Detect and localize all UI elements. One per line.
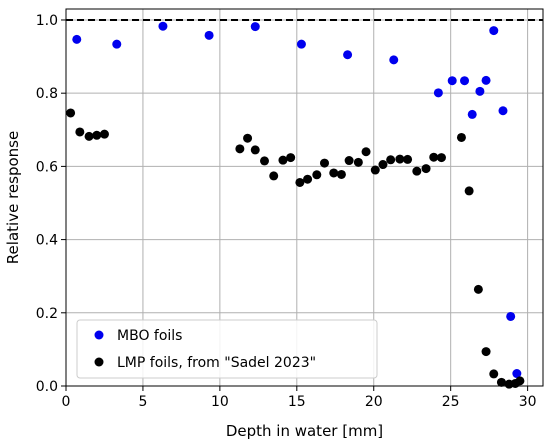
legend-box bbox=[76, 319, 378, 379]
x-tick-label: 15 bbox=[288, 394, 306, 410]
lmp-data-point bbox=[378, 160, 388, 170]
lmp-data-point bbox=[473, 284, 483, 294]
y-tick-label: 0.2 bbox=[36, 306, 58, 322]
lmp-data-point bbox=[286, 153, 296, 163]
y-tick-label: 1.0 bbox=[36, 13, 58, 29]
lmp-data-point bbox=[312, 170, 322, 180]
x-tick-label: 0 bbox=[62, 394, 71, 410]
legend-marker-mbo bbox=[94, 330, 104, 340]
lmp-data-point bbox=[243, 133, 253, 143]
lmp-data-point bbox=[456, 132, 466, 142]
mbo-data-point bbox=[498, 106, 508, 116]
x-tick-label: 5 bbox=[138, 394, 147, 410]
x-tick-label: 10 bbox=[211, 394, 229, 410]
legend-label-mbo: MBO foils bbox=[117, 328, 182, 344]
y-tick-label: 0.6 bbox=[36, 159, 58, 175]
y-tick-label: 0.8 bbox=[36, 86, 58, 102]
lmp-data-point bbox=[303, 174, 313, 184]
mbo-data-point bbox=[433, 88, 443, 98]
mbo-data-point bbox=[250, 22, 260, 32]
mbo-data-point bbox=[481, 75, 491, 85]
lmp-data-point bbox=[496, 377, 506, 387]
lmp-data-point bbox=[344, 156, 354, 166]
mbo-data-point bbox=[343, 50, 353, 60]
mbo-data-point bbox=[389, 55, 399, 65]
mbo-data-point bbox=[158, 21, 168, 31]
lmp-data-point bbox=[66, 108, 76, 118]
lmp-data-point bbox=[489, 369, 499, 379]
mbo-data-point bbox=[489, 26, 499, 36]
lmp-data-point bbox=[395, 154, 405, 164]
lmp-data-point bbox=[295, 177, 305, 187]
lmp-data-point bbox=[370, 165, 380, 175]
mbo-data-point bbox=[204, 30, 214, 40]
lmp-data-point bbox=[84, 131, 94, 141]
lmp-data-point bbox=[481, 347, 491, 357]
legend: MBO foils LMP foils, from "Sadel 2023" bbox=[76, 319, 378, 379]
mbo-data-point bbox=[506, 311, 516, 321]
lmp-data-point bbox=[99, 129, 109, 139]
lmp-data-point bbox=[412, 166, 422, 176]
legend-marker-lmp bbox=[94, 357, 104, 367]
lmp-data-point bbox=[75, 127, 85, 137]
lmp-data-point bbox=[329, 168, 339, 178]
mbo-data-point bbox=[112, 39, 122, 49]
x-axis-title: Depth in water [mm] bbox=[226, 422, 383, 440]
lmp-data-point bbox=[515, 376, 525, 386]
x-tick-label: 25 bbox=[442, 394, 460, 410]
lmp-data-point bbox=[250, 145, 260, 155]
lmp-data-point bbox=[336, 169, 346, 179]
mbo-data-point bbox=[512, 369, 522, 379]
lmp-data-point bbox=[278, 155, 288, 165]
lmp-data-point bbox=[92, 130, 102, 140]
data-points-layer bbox=[66, 21, 525, 389]
x-tick-label: 20 bbox=[365, 394, 383, 410]
lmp-data-point bbox=[403, 154, 413, 164]
lmp-data-point bbox=[464, 186, 474, 196]
mbo-data-point bbox=[467, 109, 477, 119]
plot-frame bbox=[65, 8, 544, 387]
y-axis-title: Relative response bbox=[4, 131, 22, 264]
y-tick-label: 0.0 bbox=[36, 379, 58, 395]
lmp-data-point bbox=[429, 152, 439, 162]
lmp-data-point bbox=[361, 147, 371, 157]
lmp-data-point bbox=[386, 155, 396, 165]
mbo-data-point bbox=[475, 86, 485, 96]
mbo-data-point bbox=[72, 34, 82, 44]
ticks-layer: 0 5 10 15 20 25 30 0.0 0.2 0.4 0.6 0.8 1.0 bbox=[36, 13, 537, 410]
lmp-data-point bbox=[235, 144, 245, 154]
lmp-data-point bbox=[259, 156, 269, 166]
mbo-data-point bbox=[447, 76, 457, 86]
mbo-data-point bbox=[296, 39, 306, 49]
lmp-data-point bbox=[269, 171, 279, 181]
lmp-data-point bbox=[353, 157, 363, 167]
lmp-data-point bbox=[436, 153, 446, 163]
y-tick-label: 0.4 bbox=[36, 233, 58, 249]
x-tick-label: 30 bbox=[519, 394, 537, 410]
lmp-data-point bbox=[421, 164, 431, 174]
lmp-data-point bbox=[320, 158, 330, 168]
legend-label-lmp: LMP foils, from "Sadel 2023" bbox=[117, 355, 316, 371]
mbo-data-point bbox=[460, 76, 470, 86]
